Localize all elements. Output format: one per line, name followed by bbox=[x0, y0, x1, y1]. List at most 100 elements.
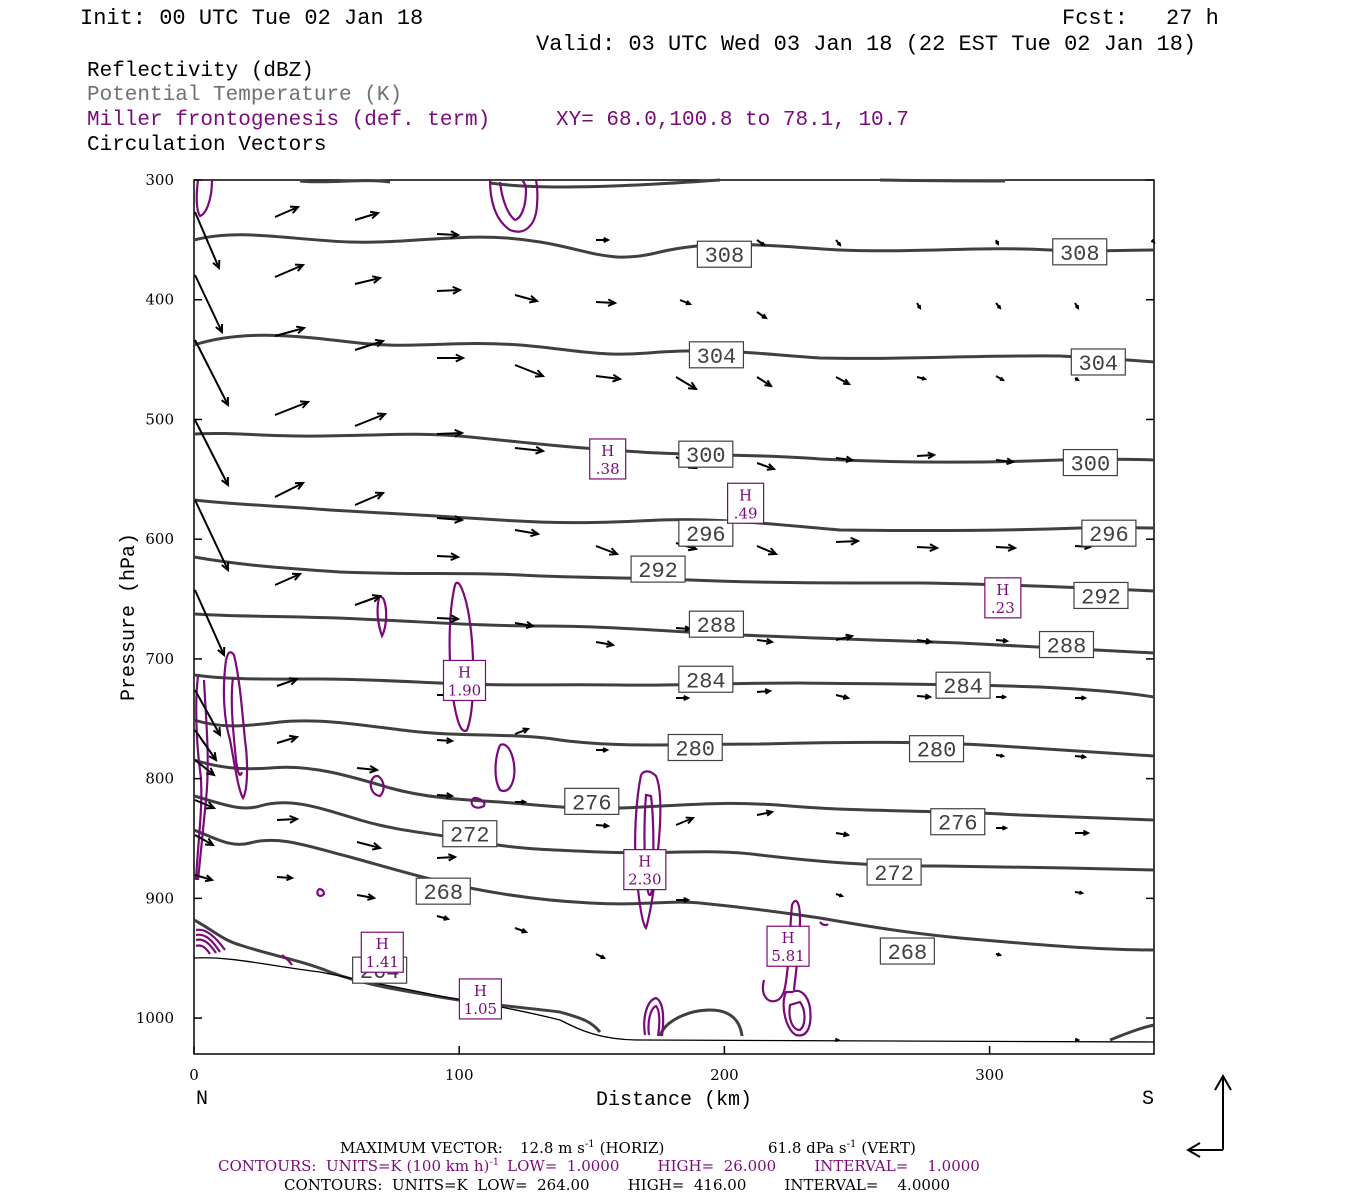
frontogenesis-contour bbox=[222, 651, 249, 801]
circulation-vector bbox=[276, 677, 300, 687]
fronto-label-value: 2.30 bbox=[628, 871, 661, 889]
theta-label: 300 bbox=[678, 440, 734, 469]
circulation-vector bbox=[676, 897, 691, 903]
vector-head bbox=[843, 831, 851, 838]
frontogenesis-max-label: H2.30 bbox=[623, 849, 667, 891]
vector-head bbox=[842, 694, 851, 700]
circulation-vector bbox=[276, 814, 300, 824]
circulation-vector bbox=[274, 481, 306, 498]
circulation-vector bbox=[995, 753, 1006, 758]
circulation-vector bbox=[436, 915, 451, 921]
vector-shaft bbox=[354, 340, 384, 351]
circulation-vector bbox=[436, 230, 461, 240]
y-tick-label: 600 bbox=[145, 530, 174, 548]
vector-shaft bbox=[274, 401, 309, 416]
vector-shaft bbox=[356, 767, 378, 771]
theta-label-box bbox=[696, 240, 752, 268]
circulation-vector bbox=[916, 451, 937, 460]
theta-isentrope bbox=[879, 178, 1006, 183]
circulation-vector bbox=[756, 239, 766, 247]
frontogenesis-max-label: H.38 bbox=[589, 438, 627, 480]
theta-label-box bbox=[1038, 630, 1095, 659]
vector-shaft bbox=[194, 729, 217, 761]
circulation-vector bbox=[916, 543, 940, 553]
y-tick-label: 300 bbox=[145, 171, 174, 189]
terrain-line bbox=[193, 957, 1155, 1043]
vector-shaft bbox=[756, 462, 775, 470]
circulation-vector bbox=[194, 834, 216, 847]
circulation-vector bbox=[1074, 302, 1080, 310]
theta-label-box bbox=[667, 733, 723, 762]
vector-head bbox=[205, 801, 217, 810]
frontogenesis-contour bbox=[643, 793, 655, 897]
vector-head bbox=[996, 304, 1002, 310]
vector-shaft bbox=[276, 818, 298, 821]
vector-shaft bbox=[194, 211, 220, 269]
circulation-vector bbox=[1074, 376, 1080, 382]
circulation-vector bbox=[436, 792, 455, 800]
vector-shaft bbox=[194, 834, 214, 846]
vector-head bbox=[452, 285, 463, 295]
vector-head bbox=[454, 428, 465, 438]
vector-head bbox=[286, 874, 295, 882]
circulation-vector bbox=[194, 589, 226, 658]
vector-head bbox=[921, 376, 928, 381]
vector-shaft bbox=[514, 529, 539, 535]
vector-head bbox=[845, 633, 855, 641]
vector-head bbox=[221, 476, 230, 488]
vector-head bbox=[683, 695, 691, 701]
circulation-vector bbox=[274, 400, 311, 416]
frontogenesis-max-label: H.23 bbox=[984, 577, 1022, 619]
y-tick-label: 400 bbox=[145, 291, 174, 309]
theta-label-box bbox=[930, 808, 986, 836]
theta-label-text: 280 bbox=[917, 739, 957, 764]
vector-head bbox=[602, 747, 610, 753]
circulation-vector bbox=[676, 695, 691, 701]
theta-label: 268 bbox=[415, 877, 471, 906]
vector-head bbox=[685, 816, 696, 825]
vector-shaft bbox=[354, 413, 386, 427]
vector-shaft bbox=[436, 517, 463, 521]
vector-shaft bbox=[194, 339, 229, 406]
vector-head bbox=[371, 594, 383, 603]
vector-shaft bbox=[675, 376, 697, 390]
vector-head bbox=[1080, 695, 1088, 701]
circulation-vector bbox=[436, 515, 465, 524]
vector-head bbox=[522, 727, 531, 734]
frontogenesis-contour bbox=[819, 921, 829, 927]
theta-contour-info: CONTOURS: UNITS=K LOW= 264.00 HIGH= 416.… bbox=[284, 1176, 950, 1194]
theta-label-box bbox=[678, 519, 734, 547]
circulation-vector bbox=[756, 462, 777, 471]
vector-head bbox=[996, 952, 1003, 957]
max-vector-horiz: 12.8 m s-1 (HORIZ) bbox=[520, 1139, 664, 1157]
vector-head bbox=[374, 491, 386, 500]
circulation-vector bbox=[194, 499, 230, 573]
y-tick-label: 900 bbox=[145, 889, 174, 907]
fronto-label-box bbox=[458, 978, 503, 1020]
frontogenesis-contour bbox=[643, 996, 665, 1037]
circulation-vector bbox=[995, 302, 1002, 310]
circulation-vector bbox=[354, 594, 383, 606]
vector-head bbox=[369, 764, 380, 774]
legend-theta: Potential Temperature (K) bbox=[87, 84, 402, 107]
vector-shaft bbox=[356, 841, 381, 849]
vector-head bbox=[534, 369, 546, 378]
vector-shaft bbox=[595, 545, 618, 555]
theta-label: 296 bbox=[1081, 519, 1137, 548]
y-tick-label: 500 bbox=[145, 410, 174, 428]
vector-shaft bbox=[514, 622, 534, 627]
vector-head bbox=[369, 210, 381, 220]
frontogenesis-contour bbox=[788, 1000, 806, 1032]
vector-shaft bbox=[514, 728, 529, 735]
south-label: S bbox=[1142, 1088, 1154, 1111]
vector-head bbox=[205, 767, 216, 777]
theta-label: 276 bbox=[564, 787, 620, 816]
fronto-label-h: H bbox=[601, 442, 614, 460]
vector-shaft bbox=[276, 876, 293, 879]
frontogenesis-contour bbox=[498, 179, 528, 222]
theta-label: 308 bbox=[1052, 238, 1108, 267]
forecast-label: Fcst: bbox=[1062, 6, 1128, 31]
axes: 0 100 200 300 300 400 500 600 700 800 900 1000 bbox=[136, 171, 1154, 1084]
theta-isentrope bbox=[193, 333, 1155, 364]
vector-head bbox=[212, 726, 222, 738]
